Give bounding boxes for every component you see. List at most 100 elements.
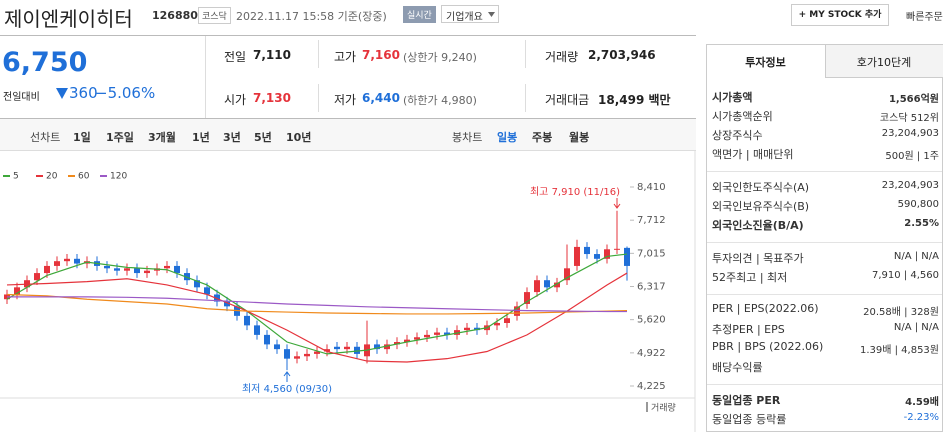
candle-body	[184, 273, 190, 281]
candle-body	[504, 318, 510, 323]
candle-body	[554, 282, 560, 288]
info-value: N/A | N/A	[893, 251, 939, 262]
info-value: -2.23%	[903, 412, 939, 423]
summary-label: 전일	[224, 50, 247, 64]
candle-body	[414, 337, 420, 340]
info-value: 500원 | 1주	[885, 151, 939, 162]
period-tab[interactable]: 10년	[286, 131, 312, 144]
separator	[707, 294, 942, 295]
change: 360	[69, 84, 98, 102]
candle-body	[374, 344, 380, 350]
info-value: 4.59배	[905, 397, 939, 408]
info-label: 배당수익률	[712, 361, 763, 374]
change-label: 전일대비	[3, 92, 40, 103]
candle-body	[294, 356, 300, 359]
candle-body	[274, 344, 280, 350]
period-tab[interactable]: 3년	[223, 131, 241, 144]
moving-average	[6, 272, 628, 363]
candle-body	[334, 346, 340, 350]
period-tab[interactable]: 5년	[254, 131, 272, 144]
summary-label: 거래대금	[545, 93, 590, 107]
candle-body	[64, 258, 70, 262]
period-tab[interactable]: 1년	[192, 131, 210, 144]
info-value: N/A | N/A	[893, 322, 939, 333]
candle-body	[424, 334, 430, 338]
current-price: 6,750	[2, 47, 88, 78]
market-badge: 코스닥	[198, 7, 231, 24]
period-tab[interactable]: 주봉	[532, 131, 553, 144]
y-tick-label: 4,225	[637, 381, 666, 392]
chart: 최고 7,910 (11/16) 최저 4,560 (09/30) 거래량 8,…	[0, 151, 696, 432]
candle-body	[304, 353, 310, 357]
tab-label: 봉차트	[452, 131, 483, 144]
candle-body	[254, 325, 260, 335]
candle-body	[394, 342, 400, 345]
candle-body	[174, 265, 180, 274]
candle-body	[224, 301, 230, 307]
quick-order[interactable]: 빠른주문	[906, 12, 943, 23]
candle-body	[324, 349, 330, 352]
divider	[525, 84, 526, 112]
candle-body	[444, 332, 450, 335]
candle-body	[514, 306, 520, 316]
info-value: 1,566억원	[888, 94, 939, 105]
low-annotation: 최저 4,560 (09/30)	[242, 383, 332, 395]
mystock-button[interactable]: + MY STOCK 추가	[791, 4, 889, 26]
candle-body	[104, 265, 110, 269]
info-value: 코스닥 512위	[879, 113, 939, 124]
candle-body	[194, 280, 200, 288]
info-label: PBR | BPS (2022.06)	[712, 340, 824, 353]
period-tab[interactable]: 1일	[73, 131, 91, 144]
candle-body	[264, 334, 270, 345]
panel-tab[interactable]: 투자정보	[745, 56, 786, 69]
y-tick-label: 7,712	[637, 215, 666, 226]
summary-label: 고가	[334, 50, 357, 64]
change-rate: −5.06%	[95, 84, 156, 102]
candle-body	[124, 268, 130, 271]
candle-body	[544, 280, 550, 288]
candle-body	[354, 346, 360, 354]
high-annotation: 최고 7,910 (11/16)	[530, 186, 620, 198]
candle-body	[114, 268, 120, 271]
info-label: 액면가 | 매매단위	[712, 148, 794, 161]
period-tab[interactable]: 3개월	[148, 131, 176, 144]
candle-body	[384, 344, 390, 350]
info-label: 외국인보유주식수(B)	[712, 200, 810, 213]
info-label: 시가총액	[712, 91, 753, 104]
candle-body	[464, 327, 470, 331]
info-value: 7,910 | 4,560	[872, 270, 939, 281]
realtime-badge: 실시간	[403, 6, 436, 23]
moving-average	[6, 253, 628, 355]
summary-note: (하한가 4,980)	[403, 94, 477, 107]
period-tab[interactable]: 1주일	[106, 131, 134, 144]
candle-body	[164, 265, 170, 269]
down-icon	[56, 88, 68, 99]
y-tick-label: 7,015	[637, 248, 666, 259]
summary-value: 7,160	[362, 48, 400, 62]
candle-body	[34, 273, 40, 281]
info-label: 동일업종 등락률	[712, 413, 787, 426]
summary-value: 2,703,946	[588, 48, 656, 62]
summary-value: 7,110	[253, 48, 291, 62]
separator	[707, 242, 942, 243]
candle-body	[144, 270, 150, 274]
candle-body	[404, 339, 410, 343]
legend-label: 5	[13, 172, 19, 182]
legend-label: 20	[46, 172, 58, 182]
period-tab[interactable]: 월봉	[569, 131, 590, 144]
dropdown-icon	[488, 12, 495, 17]
candle-body	[434, 332, 440, 335]
period-tab[interactable]: 일봉	[497, 131, 518, 144]
company-menu[interactable]: 기업개요	[441, 5, 499, 23]
panel-tab[interactable]: 호가10단계	[856, 56, 912, 69]
info-label: 동일업종 PER	[712, 394, 781, 407]
divider	[0, 35, 696, 36]
arrow	[613, 198, 621, 209]
info-label: 52주최고 | 최저	[712, 271, 788, 284]
info-value: 590,800	[897, 199, 939, 210]
info-value: 1.39배 | 4,853원	[859, 345, 939, 356]
legend-label: 60	[78, 172, 90, 182]
tab-bg	[825, 45, 943, 78]
info-label: 시가총액순위	[712, 110, 773, 123]
